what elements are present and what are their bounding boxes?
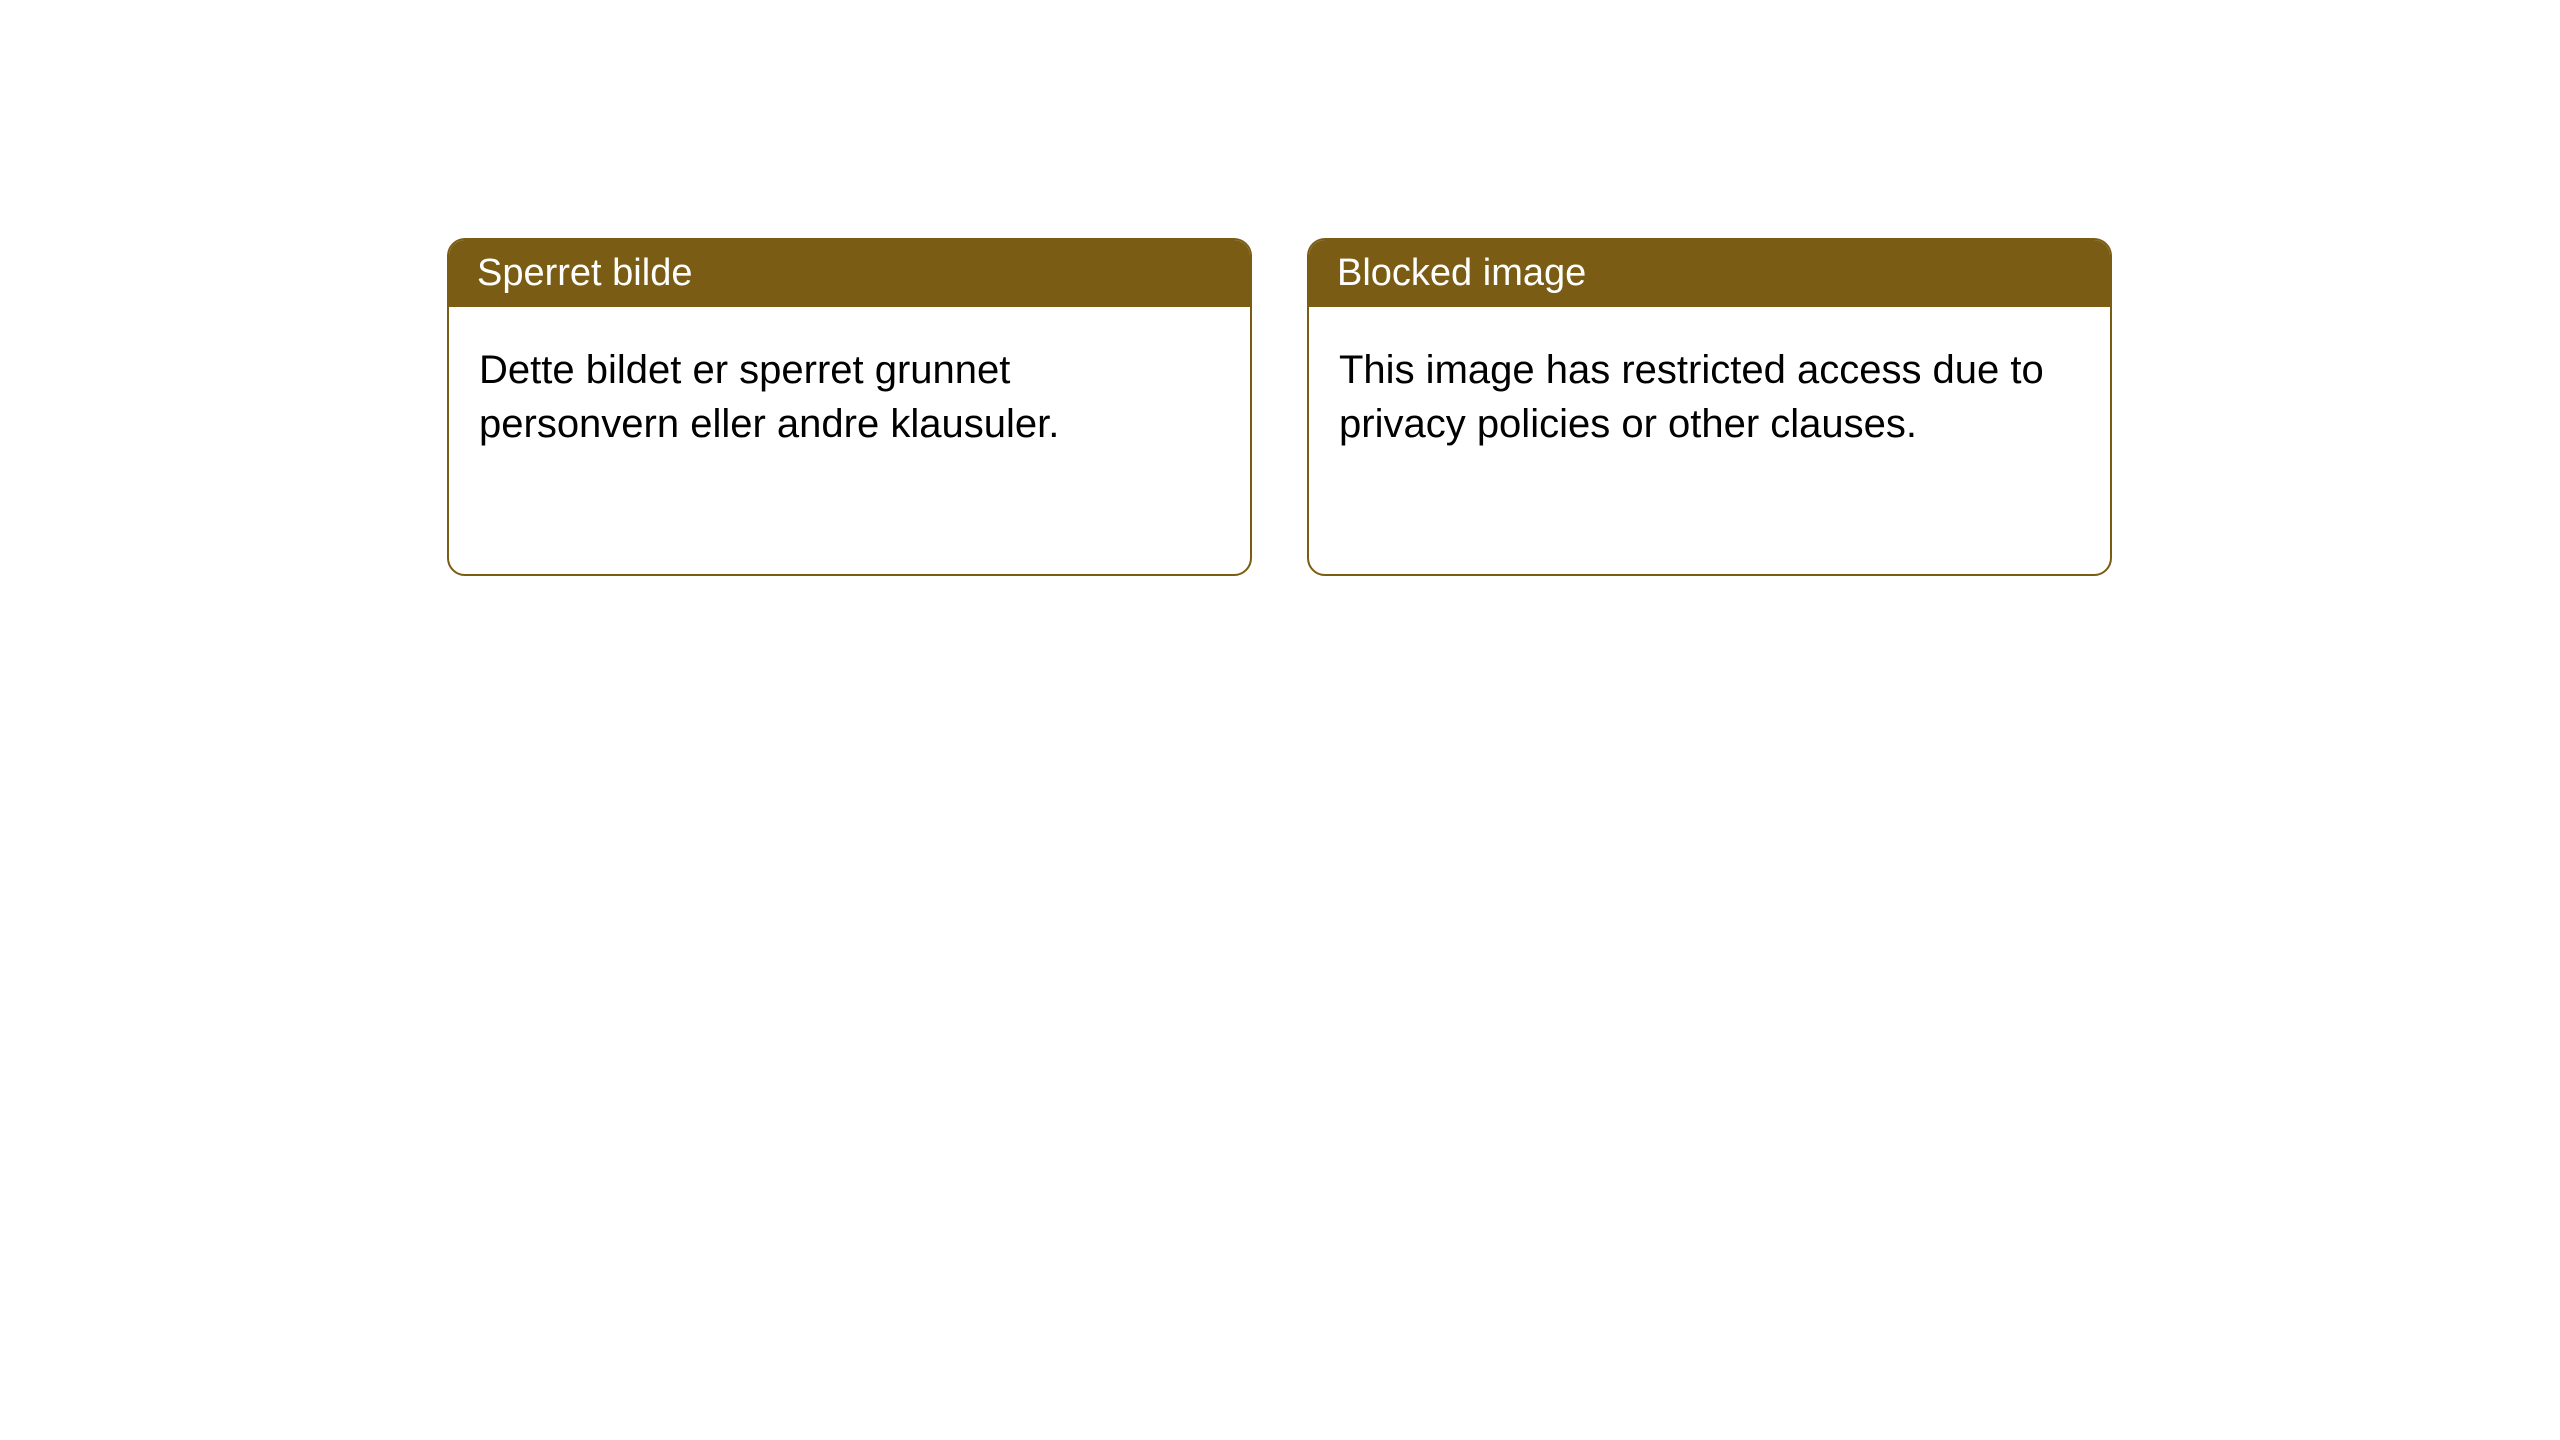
notice-header-english: Blocked image (1309, 240, 2110, 307)
notice-header-norwegian: Sperret bilde (449, 240, 1250, 307)
notice-box-norwegian: Sperret bilde Dette bildet er sperret gr… (447, 238, 1252, 576)
notice-body-norwegian: Dette bildet er sperret grunnet personve… (449, 307, 1250, 487)
notice-container: Sperret bilde Dette bildet er sperret gr… (447, 238, 2112, 576)
notice-body-english: This image has restricted access due to … (1309, 307, 2110, 487)
notice-box-english: Blocked image This image has restricted … (1307, 238, 2112, 576)
